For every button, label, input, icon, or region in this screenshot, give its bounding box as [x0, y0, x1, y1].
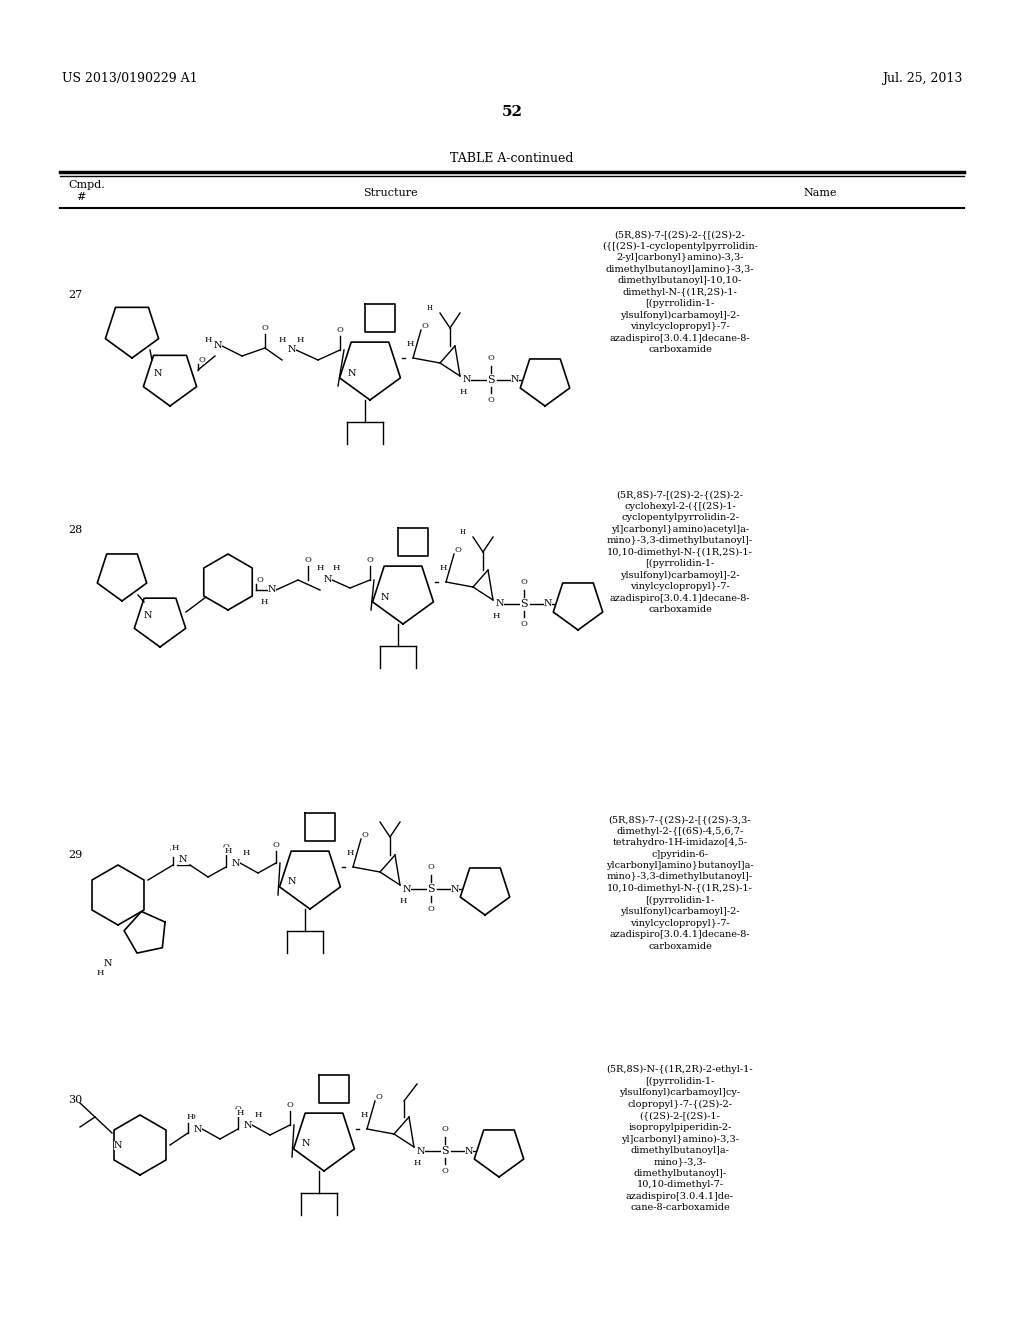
Text: 30: 30 [68, 1096, 82, 1105]
Text: N: N [154, 368, 162, 378]
Text: 52: 52 [502, 106, 522, 119]
Text: H: H [493, 612, 500, 620]
Text: O: O [376, 1093, 382, 1101]
Text: H: H [237, 1109, 244, 1117]
Text: S: S [441, 1146, 449, 1156]
Text: H: H [224, 847, 231, 855]
Text: O: O [170, 846, 176, 854]
Text: N: N [179, 855, 187, 865]
Text: N: N [231, 858, 241, 867]
Text: N: N [463, 375, 471, 384]
Text: O: O [287, 1101, 294, 1109]
Text: H: H [407, 341, 414, 348]
Text: O: O [199, 356, 206, 364]
Text: (5R,8S)-7-[(2S)-2-{[(2S)-2-
({[(2S)-1-cyclopentylpyrrolidin-
2-yl]carbonyl}amino: (5R,8S)-7-[(2S)-2-{[(2S)-2- ({[(2S)-1-cy… [602, 230, 758, 354]
Text: 28: 28 [68, 525, 82, 535]
Text: H: H [399, 898, 407, 906]
Text: H: H [439, 564, 446, 572]
Text: O: O [441, 1167, 449, 1175]
Text: Name: Name [803, 187, 837, 198]
Text: S: S [427, 884, 435, 894]
Text: N: N [288, 878, 296, 887]
Text: N: N [143, 610, 153, 619]
Text: O: O [455, 546, 462, 554]
Text: S: S [487, 375, 495, 385]
Text: N: N [496, 599, 504, 609]
Text: H: H [254, 1111, 262, 1119]
Text: O: O [428, 906, 434, 913]
Text: N: N [324, 576, 332, 585]
Text: N: N [465, 1147, 473, 1155]
Text: H: H [316, 564, 324, 572]
Text: H: H [260, 598, 267, 606]
Text: H: H [346, 849, 353, 857]
Text: O: O [441, 1125, 449, 1133]
Text: O: O [520, 620, 527, 628]
Text: O: O [428, 863, 434, 871]
Text: US 2013/0190229 A1: US 2013/0190229 A1 [62, 73, 198, 84]
Text: N: N [402, 884, 412, 894]
Text: S: S [520, 599, 527, 609]
Text: N: N [267, 586, 276, 594]
Text: N: N [194, 1125, 203, 1134]
Text: H: H [427, 304, 433, 312]
Text: N: N [381, 593, 389, 602]
Text: H: H [414, 1159, 421, 1167]
Text: H: H [296, 337, 304, 345]
Text: Cmpd.: Cmpd. [68, 180, 104, 190]
Text: N: N [103, 958, 113, 968]
Text: N: N [451, 884, 459, 894]
Text: TABLE A-continued: TABLE A-continued [451, 152, 573, 165]
Text: O: O [361, 832, 369, 840]
Text: H: H [186, 1113, 194, 1121]
Text: (5R,8S)-N-{(1R,2R)-2-ethyl-1-
[(pyrrolidin-1-
ylsulfonyl)carbamoyl]cy-
clopropyl: (5R,8S)-N-{(1R,2R)-2-ethyl-1- [(pyrrolid… [606, 1065, 754, 1212]
Text: N: N [244, 1121, 252, 1130]
Text: #: # [76, 191, 85, 202]
Text: O: O [222, 843, 229, 851]
Text: H: H [205, 337, 212, 345]
Text: N: N [544, 599, 552, 609]
Text: N: N [417, 1147, 425, 1155]
Text: N: N [214, 342, 222, 351]
Text: Structure: Structure [362, 187, 418, 198]
Text: H: H [243, 849, 250, 857]
Text: N: N [302, 1139, 310, 1148]
Text: H: H [279, 337, 286, 345]
Text: N: N [114, 1140, 122, 1150]
Text: 29: 29 [68, 850, 82, 861]
Text: O: O [257, 576, 263, 583]
Text: H: H [333, 564, 340, 572]
Text: O: O [234, 1105, 242, 1113]
Text: N: N [511, 375, 519, 384]
Text: O: O [272, 841, 280, 849]
Text: 27: 27 [68, 290, 82, 300]
Text: H: H [96, 969, 103, 977]
Text: O: O [487, 396, 495, 404]
Text: O: O [188, 1113, 196, 1121]
Text: H: H [360, 1111, 368, 1119]
Text: H: H [460, 388, 467, 396]
Text: (5R,8S)-7-[(2S)-2-{(2S)-2-
cyclohexyl-2-({[(2S)-1-
cyclopentylpyrrolidin-2-
yl]c: (5R,8S)-7-[(2S)-2-{(2S)-2- cyclohexyl-2-… [607, 490, 753, 614]
Text: O: O [337, 326, 343, 334]
Text: O: O [422, 322, 428, 330]
Text: (5R,8S)-7-{(2S)-2-[{(2S)-3,3-
dimethyl-2-{[(6S)-4,5,6,7-
tetrahydro-1H-imidazo[4: (5R,8S)-7-{(2S)-2-[{(2S)-3,3- dimethyl-2… [606, 814, 754, 950]
Text: Jul. 25, 2013: Jul. 25, 2013 [882, 73, 962, 84]
Text: H: H [460, 528, 466, 536]
Text: H: H [171, 843, 178, 851]
Text: N: N [348, 368, 356, 378]
Text: O: O [261, 323, 268, 333]
Text: O: O [367, 556, 374, 564]
Text: O: O [487, 354, 495, 362]
Text: O: O [520, 578, 527, 586]
Text: N: N [288, 346, 296, 355]
Text: O: O [304, 556, 311, 564]
